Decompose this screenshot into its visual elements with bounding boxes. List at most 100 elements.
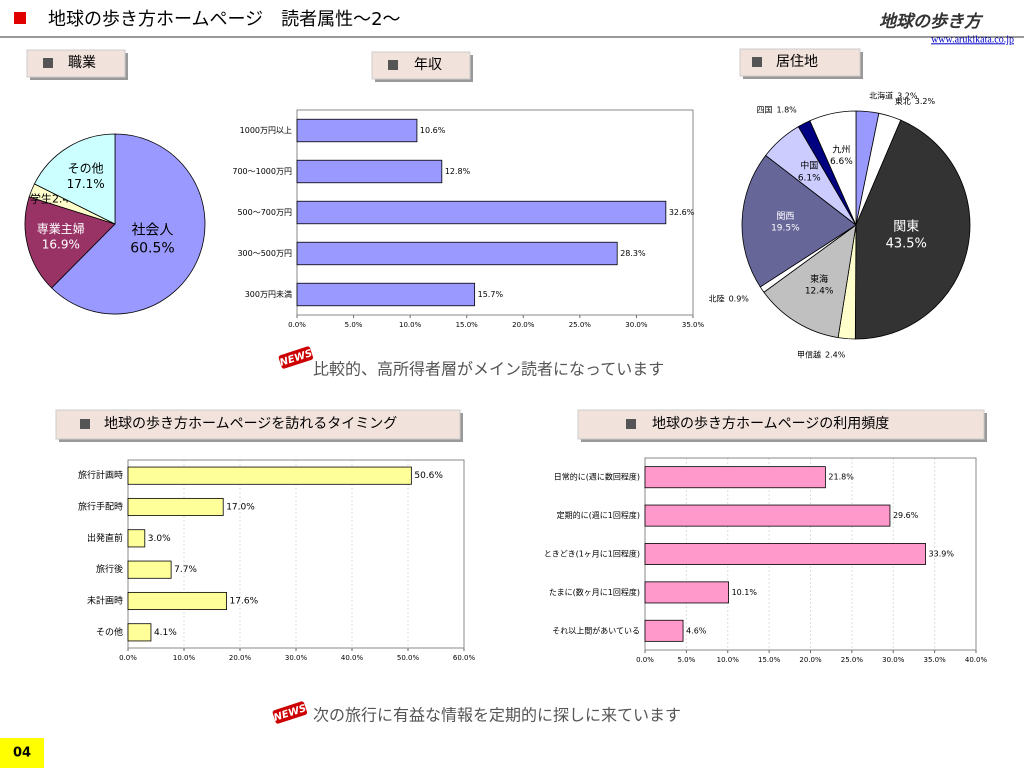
y-tick-label: 旅行手配時 [78, 501, 123, 513]
pie-slice [24, 196, 116, 289]
section-header: 年収 [371, 51, 473, 82]
bar [296, 118, 418, 143]
slice-label-group: 東北 3.2% [895, 95, 936, 105]
section-header: 地球の歩き方ホームページを訪れるタイミング [55, 409, 463, 442]
plot-frame [127, 459, 465, 649]
x-tick-label: 0.0% [288, 321, 306, 329]
bar [644, 619, 684, 642]
section-header: 職業 [26, 49, 128, 80]
pie-slice [33, 133, 116, 225]
x-tick-label: 35.0% [924, 656, 947, 664]
bar [127, 466, 412, 485]
y-tick-label: 700～1000万円 [232, 167, 292, 176]
y-tick-label: 定期的に(週に1回程度) [557, 510, 640, 520]
x-tick-label: 0.0% [119, 654, 137, 662]
bar [644, 466, 826, 489]
slice-value: 6.6% [830, 157, 853, 167]
bar [127, 497, 224, 517]
bar [644, 543, 926, 565]
data-label: 10.1% [732, 588, 758, 597]
data-label: 4.6% [686, 626, 707, 635]
data-label: 17.0% [226, 503, 255, 513]
caption: 比較的、高所得者層がメイン読者になっています [313, 360, 664, 379]
y-tick-label: 旅行計画時 [78, 469, 123, 481]
slice-value: 60.5% [130, 241, 174, 257]
x-tick-label: 15.0% [456, 321, 479, 329]
y-tick-label: それ以上間があいている [552, 625, 640, 635]
title-bullet [14, 12, 26, 24]
x-tick-label: 40.0% [341, 654, 364, 662]
slice-value: 17.1% [67, 177, 105, 191]
slice-label: 四国 [756, 105, 772, 114]
bar [296, 241, 618, 266]
data-label: 4.1% [154, 628, 177, 638]
logo: 地球の歩き方 [879, 12, 984, 32]
x-tick-label: 15.0% [758, 656, 781, 664]
y-tick-label: 1000万円以上 [240, 126, 292, 135]
section-title: 地球の歩き方ホームページを訪れるタイミング [104, 416, 397, 432]
slice-label-group: 四国 1.8% [756, 105, 797, 114]
pie-slice [854, 119, 971, 340]
y-tick-label: 出発直前 [87, 532, 123, 544]
slice-label: 専業主婦 [37, 221, 85, 236]
pie-slice [763, 224, 857, 339]
slice-value: 3.2% [915, 96, 936, 105]
x-tick-label: 10.0% [717, 656, 740, 664]
slide-title: 地球の歩き方ホームページ 読者属性～2～ [48, 9, 401, 30]
slice-label: 東海 [810, 273, 828, 285]
x-tick-label: 35.0% [682, 321, 705, 329]
slice-value: 12.4% [805, 287, 834, 297]
slice-label-group: 甲信越 2.4% [797, 349, 846, 359]
y-tick-label: その他 [96, 626, 123, 638]
slice-label: 中国 [800, 160, 818, 172]
x-tick-label: 60.0% [453, 654, 476, 662]
data-label: 32.6% [669, 208, 695, 217]
section-title: 職業 [68, 55, 96, 71]
slice-value: 43.5% [886, 236, 927, 251]
x-tick-label: 25.0% [841, 656, 864, 664]
y-tick-label: たまに(数ヶ月に1回程度) [549, 587, 640, 597]
slice-label-group: 北海道 3.2% [869, 90, 918, 100]
data-label: 21.8% [828, 473, 854, 482]
page-number: 04 [13, 746, 31, 761]
slice-value: 2.4% [825, 350, 846, 359]
x-tick-label: 5.0% [345, 321, 363, 329]
y-tick-label: 300万円未満 [245, 289, 292, 299]
url[interactable]: www.arukikata.co.jp [931, 34, 1014, 45]
slice-value: 19.5% [771, 223, 800, 233]
slice-label: 社会人 [131, 222, 173, 238]
data-label: 3.0% [148, 534, 171, 544]
slice-value: 1.8% [776, 105, 797, 114]
section-title: 地球の歩き方ホームページの利用頻度 [652, 416, 889, 432]
pie-slice [51, 133, 206, 315]
bar [644, 504, 891, 527]
section-title: 年収 [414, 57, 442, 73]
slice-label-group: 北陸 0.9% [709, 293, 750, 303]
bar [127, 560, 172, 579]
news-badge: NEWS [271, 700, 309, 725]
slice-value: 0.9% [729, 294, 750, 303]
x-tick-label: 5.0% [677, 656, 695, 664]
pie-slice [809, 110, 857, 226]
slice-value: 6.1% [798, 173, 821, 183]
page-number-box [0, 738, 44, 768]
x-tick-label: 0.0% [636, 656, 654, 664]
data-label: 7.7% [174, 565, 197, 575]
x-tick-label: 20.0% [799, 656, 822, 664]
y-tick-label: 未計画時 [87, 595, 123, 607]
section-title: 居住地 [776, 54, 818, 70]
x-tick-label: 40.0% [965, 656, 988, 664]
slice-label: 関東 [893, 218, 919, 234]
y-tick-label: ときどき(1ヶ月に1回程度) [544, 549, 640, 559]
x-tick-label: 25.0% [569, 321, 592, 329]
bar [296, 200, 667, 225]
slice-label: 東北 [895, 95, 911, 105]
bar [644, 581, 729, 604]
caption: 次の旅行に有益な情報を定期的に探しに来ています [313, 706, 681, 725]
data-label: 50.6% [414, 471, 443, 481]
news-badge: NEWS [277, 345, 315, 370]
bar [127, 529, 146, 548]
slice-label: 北陸 [709, 293, 725, 303]
